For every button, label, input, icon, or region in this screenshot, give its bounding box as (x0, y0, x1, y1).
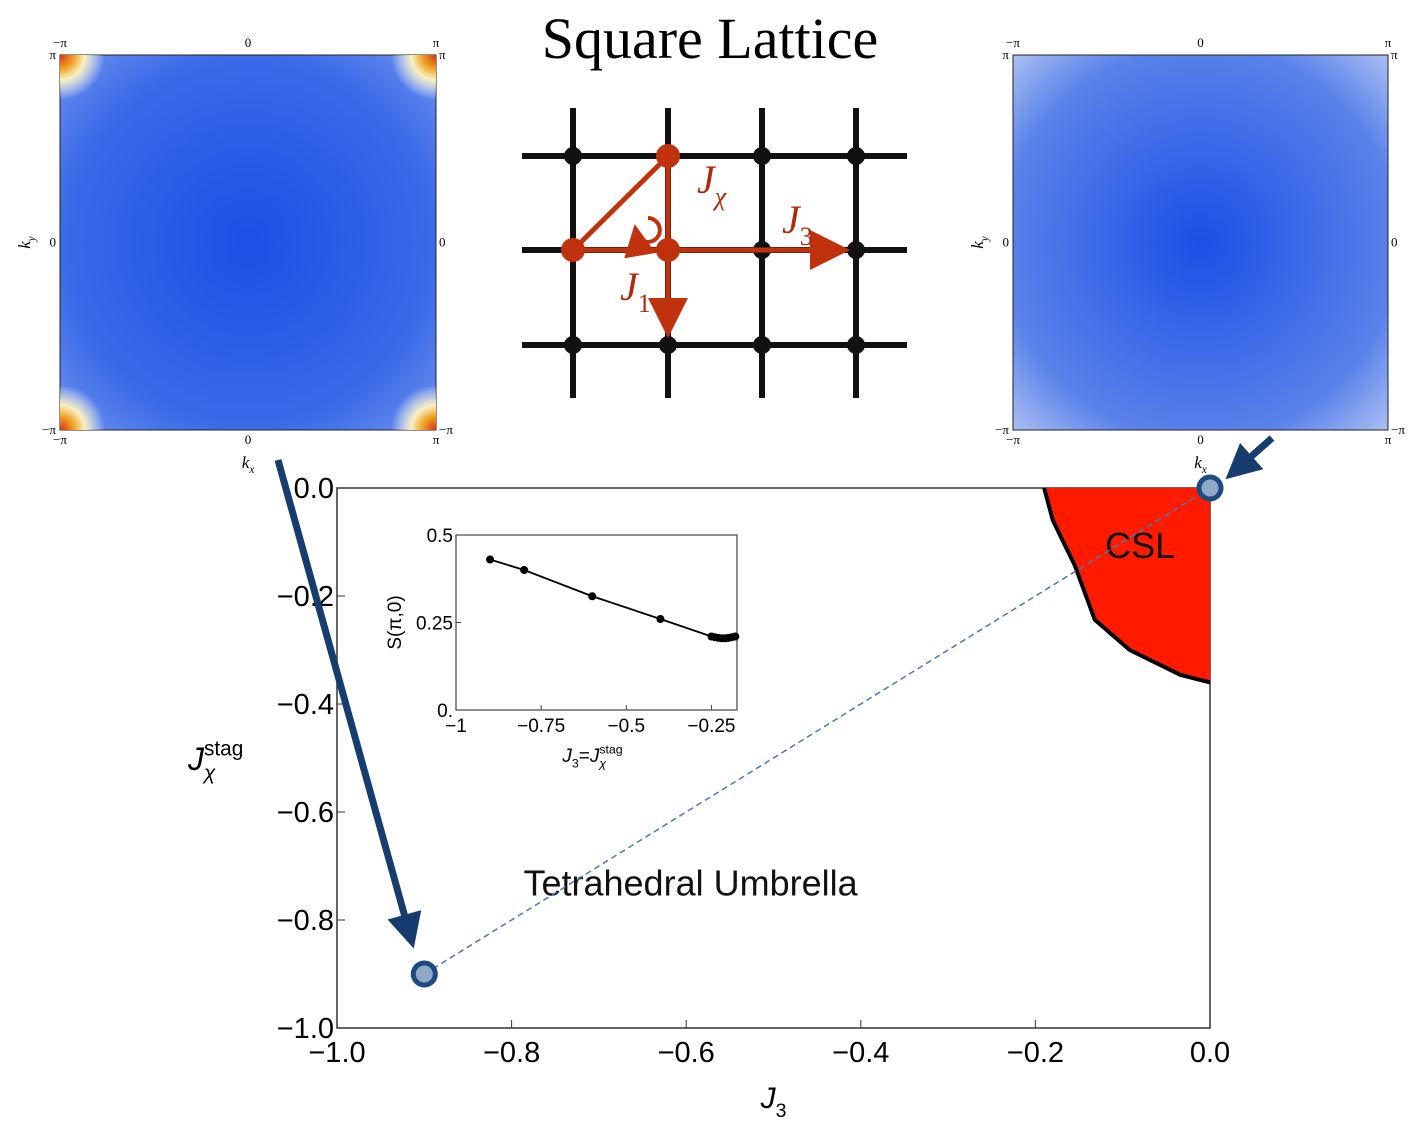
panel-x-label-part: k (242, 453, 250, 472)
panel-tick-label: −π (42, 422, 56, 437)
panel-y-label: ky (968, 236, 991, 249)
panel-tick-label: π (1385, 432, 1392, 447)
csl-region (1044, 488, 1210, 683)
coupling-sites (561, 144, 680, 262)
point (486, 555, 495, 564)
x-tick-label: −0.8 (483, 1037, 540, 1069)
y-axis-label: S(π,0) (385, 595, 406, 649)
point (520, 566, 529, 574)
y-tick-label: 0.5 (427, 526, 453, 547)
point (656, 615, 665, 623)
y-tick-label: 0.0 (294, 473, 334, 505)
x-axis-label-part: J (561, 746, 572, 767)
x-tick-label: 0.0 (1190, 1037, 1230, 1069)
heatmap-right (1012, 54, 1389, 431)
x-axis-label-part: = (579, 746, 590, 767)
pointer-arrows (274, 435, 1275, 949)
y-tick-label: −0.4 (277, 689, 334, 721)
panel-tick-label: π (1391, 47, 1398, 62)
panel-tick-label: −π (1006, 35, 1020, 50)
lattice-label: Jχ (697, 157, 727, 211)
panel-y-label-part: y (26, 236, 38, 242)
panel-x-label-part: k (1194, 453, 1202, 472)
point (1196, 474, 1224, 502)
region-label: Tetrahedral Umbrella (523, 863, 858, 904)
point (588, 592, 597, 601)
panel-y-label: ky (15, 236, 38, 249)
panel-tick-label: −π (53, 35, 67, 50)
x-tick-label: −0.2 (1007, 1037, 1064, 1069)
panel-y-label-part: y (979, 236, 991, 242)
y-tick-label: −0.6 (277, 797, 334, 829)
panel-tick-label: 0 (1003, 235, 1010, 250)
y-tick-label: −1.0 (277, 1013, 334, 1045)
lattice-sites (564, 147, 865, 354)
connector (423, 487, 1211, 975)
panel-tick-label: −π (439, 422, 453, 437)
panel-tick-label: π (433, 432, 440, 447)
x-axis-label: J3 (760, 1082, 787, 1122)
panel-tick-label: −π (995, 422, 1009, 437)
panel-tick-label: 0 (245, 35, 252, 50)
panel-y-label-part: k (15, 241, 34, 249)
x-axis-label-part: stag (599, 742, 622, 756)
panel-y-label-part: k (968, 241, 987, 249)
y-axis-label-part: stag (204, 738, 243, 761)
heatmap-left (59, 54, 437, 431)
panel-x-label-part: x (1201, 464, 1207, 476)
panel-x-label: kx (1194, 453, 1207, 476)
panel-tick-label: 0 (1197, 432, 1204, 447)
point (731, 632, 740, 641)
panel-tick-label: 0 (1391, 235, 1398, 250)
x-axis-label-part: χ (598, 757, 606, 771)
lattice-label-part: χ (712, 182, 727, 211)
x-axis-label: J3=Jχstag (561, 742, 622, 770)
x-tick-label: −1.0 (308, 1037, 365, 1069)
x-axis-label-part: J (760, 1082, 777, 1115)
y-axis-label: Jχstag (187, 738, 243, 785)
couplings (566, 150, 850, 338)
x-axis-label-part: 3 (776, 1100, 787, 1122)
panel-tick-label: 0 (439, 235, 446, 250)
y-tick-label: 0. (437, 701, 453, 722)
x-tick-label: −1 (445, 716, 467, 737)
panel-tick-label: −π (1006, 432, 1020, 447)
y-axis-label-part: χ (202, 762, 216, 785)
panel-x-label: kx (242, 453, 255, 476)
x-tick-label: −0.6 (658, 1037, 715, 1069)
x-axis-label-part: 3 (572, 757, 579, 771)
x-tick-label: −0.5 (608, 716, 646, 737)
y-tick-label: −0.2 (277, 581, 334, 613)
lattice-label: J1 (620, 264, 651, 318)
panel-tick-label: 0 (245, 432, 252, 447)
lattice-label-part: J (782, 197, 802, 242)
x-axis-label-part: J (589, 746, 600, 767)
panel-tick-label: π (1385, 35, 1392, 50)
lattice-label-part: J (697, 157, 717, 202)
lattice-label: J3 (782, 197, 813, 251)
panel-tick-label: π (49, 47, 56, 62)
panel-tick-label: π (439, 47, 446, 62)
y-tick-label: 0.25 (416, 614, 453, 635)
y-tick-label: −0.8 (277, 905, 334, 937)
lattice-label-part: J (620, 264, 640, 309)
panel-tick-label: −π (1391, 422, 1405, 437)
panel-tick-label: π (1002, 47, 1009, 62)
y-axis-label-part: J (187, 741, 205, 777)
panel-tick-label: 0 (50, 235, 57, 250)
phase-boundary (1042, 487, 1211, 685)
panel-tick-label: π (433, 35, 440, 50)
panel-tick-label: 0 (1197, 35, 1204, 50)
panel-x-label-part: x (248, 464, 254, 476)
panel-tick-label: −π (53, 432, 67, 447)
title: Square Lattice (542, 6, 879, 71)
x-tick-label: −0.25 (687, 716, 735, 737)
x-tick-label: −0.75 (517, 716, 565, 737)
x-tick-label: −0.4 (832, 1037, 889, 1069)
lattice-label-part: 1 (638, 289, 651, 318)
point (410, 960, 438, 988)
lattice-label-part: 3 (800, 222, 813, 251)
